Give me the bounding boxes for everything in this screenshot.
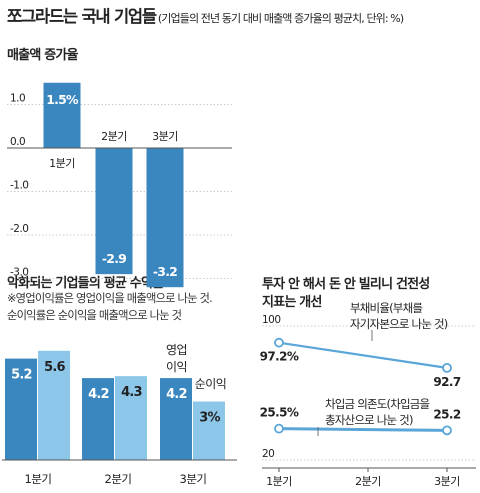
chart3-point <box>274 337 284 348</box>
chart3-point <box>274 423 284 434</box>
main-title: 쪼그라드는 국내 기업들 (기업들의 전년 동기 대비 매출액 증가율의 평균치,… <box>7 3 404 27</box>
main-title-text: 쪼그라드는 국내 기업들 <box>7 7 157 26</box>
main-subtitle: (기업들의 전년 동기 대비 매출액 증가율의 평균치, 단위: %) <box>157 12 404 25</box>
chart3-data-label: 97.2% <box>260 350 299 364</box>
chart1-category-label: 2분기 <box>101 130 127 143</box>
chart3-series-label: 차입금 의존도(차입금을 <box>325 397 430 411</box>
chart2-note-line-2: 순이익률은 순이익을 매출액으로 나눈 것 <box>7 309 182 322</box>
chart1-title: 매출액 증가율 <box>7 48 78 63</box>
chart2-data-label: 4.2 <box>166 387 187 402</box>
chart1-ytick-label: -3.0 <box>10 267 29 279</box>
chart3-series-label: 자기자본으로 나눈 것) <box>350 317 448 331</box>
chart3-point <box>442 425 452 436</box>
chart2-category-label: 1분기 <box>25 472 52 486</box>
chart2-category-label: 2분기 <box>105 472 132 486</box>
chart3-data-label: 92.7 <box>433 375 460 389</box>
chart3-data-label: 25.5% <box>260 406 299 420</box>
chart2-note-line-1: ※영업이익률은 영업이익을 매출액으로 나눈 것. <box>7 292 213 305</box>
chart2-bar <box>38 350 70 460</box>
chart1-bar <box>95 148 133 275</box>
chart2-series-label-operating: 영업 <box>166 343 187 357</box>
chart3-data-label: 25.2 <box>433 407 460 421</box>
chart3-title-line-2: 지표는 개선 <box>262 295 322 310</box>
chart1-bar <box>43 82 81 148</box>
chart1-category-label: 3분기 <box>152 130 178 143</box>
chart2-bar <box>82 378 114 460</box>
chart3-series-label: 부채비율(부채를 <box>350 301 422 315</box>
chart1-data-label: 1.5% <box>46 92 79 107</box>
chart2-bar <box>193 401 225 460</box>
chart2-data-label: 5.2 <box>11 368 32 383</box>
chart3-ytick-label: 20 <box>262 448 274 460</box>
chart2-bar <box>160 378 192 460</box>
chart1-data-label: -2.9 <box>102 251 126 266</box>
chart1-bar <box>146 148 184 288</box>
chart2-category-label: 3분기 <box>180 472 207 486</box>
chart1-ytick-label: 1.0 <box>10 93 25 105</box>
chart2-bar <box>115 376 147 460</box>
chart3-point <box>442 362 452 373</box>
chart3-series-label: 총자산으로 나눈 것) <box>325 413 413 427</box>
chart2-bar <box>5 358 37 460</box>
chart1-data-label: -3.2 <box>153 264 177 279</box>
chart1-ytick-label: 0.0 <box>10 136 25 148</box>
chart1-ytick-label: -2.0 <box>10 223 29 235</box>
chart2-data-label: 5.6 <box>44 360 65 375</box>
chart1-category-label: 1분기 <box>49 157 75 170</box>
chart1-ytick-label: -1.0 <box>10 180 29 192</box>
chart2-title: 악화되는 기업들의 평균 수익률 <box>7 276 164 291</box>
chart2-series-label-net: 순이익 <box>195 377 227 391</box>
chart2-data-label: 4.2 <box>88 387 109 402</box>
chart3-ytick-label: 100 <box>262 314 281 326</box>
chart3-category-label: 1분기 <box>266 475 292 488</box>
chart3-series-line <box>278 427 448 432</box>
chart3-category-label: 3분기 <box>434 475 460 488</box>
chart3-category-label: 2분기 <box>355 475 381 488</box>
chart3-title-line-1: 투자 안 해서 돈 안 빌리니 건전성 <box>262 277 430 292</box>
chart2-data-label: 3% <box>199 411 220 426</box>
chart2-series-label-operating: 이익 <box>166 360 187 374</box>
chart2-data-label: 4.3 <box>121 385 142 400</box>
chart3-series-line <box>278 341 448 369</box>
